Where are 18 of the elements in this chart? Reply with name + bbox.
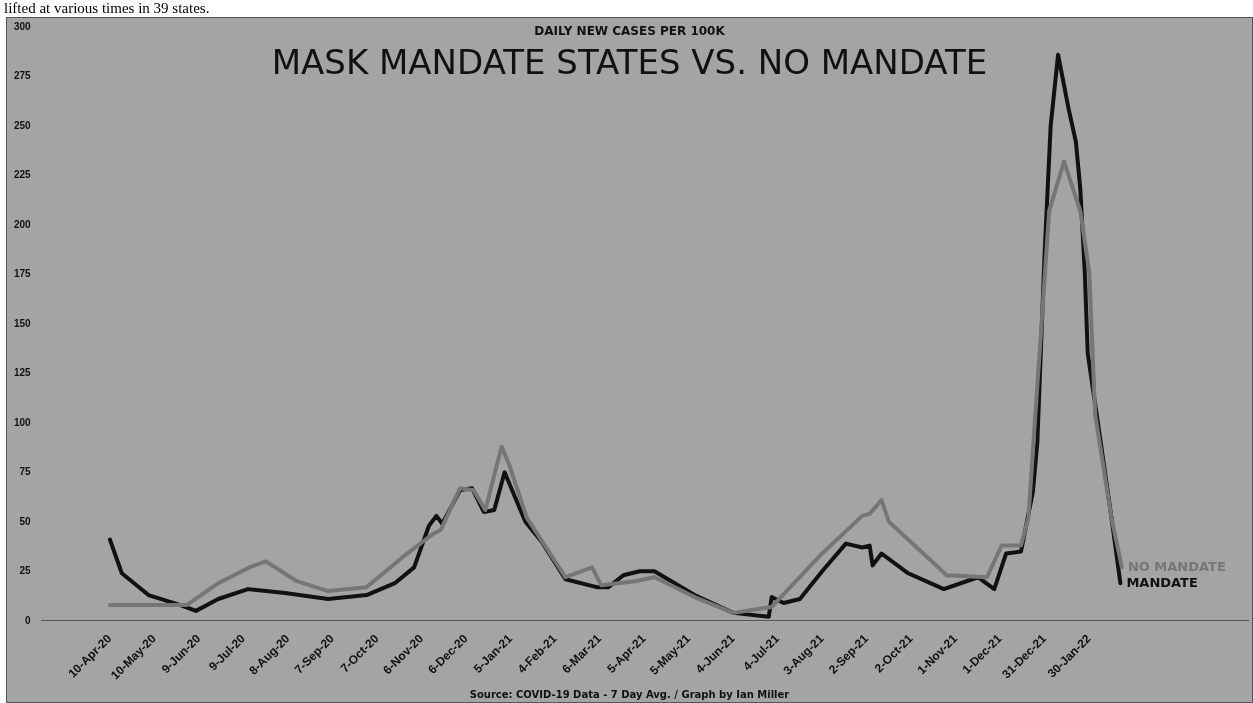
y-tick-label: 125 [14, 367, 32, 379]
y-tick-label: 250 [14, 119, 32, 131]
source-note: Source: COVID-19 Data - 7 Day Avg. / Graph by Ian Miller [468, 689, 791, 700]
y-tick-label: 175 [14, 268, 32, 280]
text: MASK MANDATE STATES VS. NO MANDATE [271, 42, 988, 82]
series-label: MANDATE [1126, 574, 1198, 590]
chart-subtitle: DAILY NEW CASES PER 100K [534, 24, 725, 38]
y-tick-label: 275 [14, 70, 32, 82]
text: lifted at various times in 39 states. [4, 0, 210, 16]
y-tick-label: 75 [19, 466, 32, 478]
y-tick-label: 50 [19, 515, 32, 527]
y-tick-label: 25 [19, 565, 32, 577]
y-tick-label: 150 [14, 317, 32, 329]
y-tick-label: 100 [14, 416, 32, 428]
y-tick-label: 200 [14, 218, 32, 230]
y-tick-label: 0 [25, 614, 32, 626]
y-tick-label: 300 [14, 20, 32, 32]
y-tick-label: 225 [14, 169, 32, 181]
